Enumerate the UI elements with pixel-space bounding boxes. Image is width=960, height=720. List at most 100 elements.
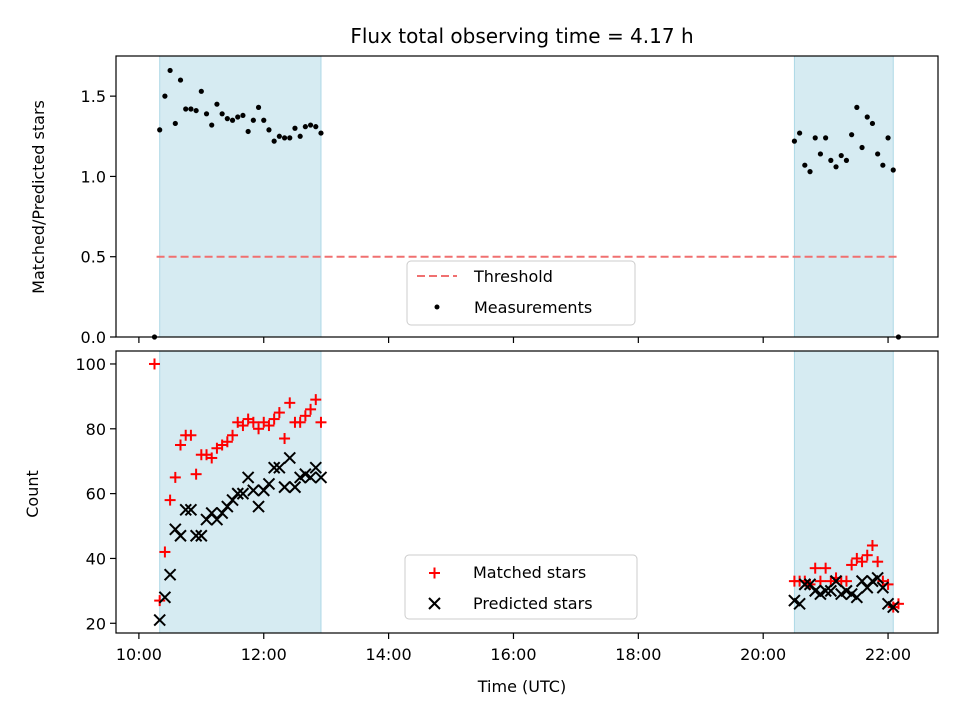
x-stroke <box>179 503 192 517</box>
x-stroke <box>871 571 884 585</box>
bottom-axes-frame <box>115 350 939 634</box>
x-stroke <box>273 461 286 474</box>
top-measurements-point <box>193 107 199 114</box>
bottom-predicted-stars-point <box>819 584 832 598</box>
bottom-predicted-stars-point <box>288 480 302 494</box>
top-measurements-point <box>245 128 251 135</box>
top-measurements-point <box>297 133 303 139</box>
x-tick-label: 20:00 <box>740 645 786 664</box>
top-measurements-point <box>255 104 262 110</box>
bottom-predicted-stars-point <box>184 503 198 517</box>
top-y-tick-label: 1.0 <box>81 167 106 186</box>
top-measurements-point <box>157 127 163 133</box>
top-measurements-point <box>198 88 204 94</box>
x-stroke <box>163 568 177 581</box>
x-stroke <box>829 574 843 588</box>
x-tick-label: 14:00 <box>366 645 412 664</box>
bottom-matched-stars-point <box>154 595 166 607</box>
x-stroke <box>299 467 312 481</box>
bottom-y-tick-label: 60 <box>86 485 106 504</box>
bottom-predicted-stars-point <box>887 600 900 614</box>
x-stroke <box>267 461 281 474</box>
bottom-y-tick-label: 20 <box>86 614 106 633</box>
bottom-predicted-stars-point <box>179 503 192 517</box>
x-tick-label: 16:00 <box>490 645 536 664</box>
bottom-matched-stars-point <box>299 410 311 422</box>
bottom-y-tick-label: 80 <box>86 420 106 439</box>
top-measurements-point <box>869 120 876 127</box>
bottom-predicted-stars-point <box>241 471 255 484</box>
top-measurements-point <box>219 111 225 117</box>
bottom-matched-stars-point <box>221 436 233 448</box>
bottom-matched-stars-point <box>279 433 291 445</box>
bottom-matched-stars-point <box>872 556 884 568</box>
top-measurements-point <box>281 135 288 141</box>
top-measurements-point <box>188 106 194 112</box>
bottom-matched-stars-point <box>814 575 826 587</box>
legend-predicted-label: Predicted stars <box>473 594 593 613</box>
top-measurements-point <box>854 104 860 110</box>
bottom-matched-stars-point <box>159 546 171 558</box>
x-stroke <box>803 578 817 591</box>
x-stroke <box>304 471 317 484</box>
bottom-matched-stars-point <box>185 429 197 441</box>
top-measurements-point <box>203 111 210 117</box>
bottom-panel: 20 40 60 80 100 10:00 12:00 14:00 16:00 18:00 20:0… <box>75 350 939 664</box>
bottom-predicted-stars-point <box>824 584 838 598</box>
bottom-predicted-stars-point <box>252 500 265 513</box>
top-measurements-point <box>812 135 818 141</box>
top-measurements-point <box>807 169 813 175</box>
bottom-matched-stars-point <box>882 578 894 590</box>
bottom-predicted-stars-point <box>231 487 244 500</box>
x-stroke <box>855 574 869 588</box>
x-stroke <box>840 584 853 598</box>
legend-matched-label: Matched stars <box>473 563 586 582</box>
top-measurements-point <box>838 152 844 159</box>
bottom-predicted-stars-point <box>278 480 291 494</box>
x-stroke <box>798 578 812 591</box>
bottom-matched-stars-point <box>169 471 181 483</box>
x-stroke <box>850 591 864 604</box>
x-stroke <box>824 584 838 598</box>
x-stroke <box>158 591 172 604</box>
top-shaded-region-2 <box>794 56 894 337</box>
bottom-matched-stars-point <box>247 416 259 428</box>
top-measurements-point <box>817 151 824 157</box>
top-measurements-point <box>276 133 282 139</box>
bottom-matched-stars-point <box>856 556 868 568</box>
x-stroke <box>247 484 260 497</box>
bottom-predicted-stars-point <box>304 471 317 484</box>
top-measurements-point <box>843 157 850 163</box>
bottom-matched-stars-point <box>253 423 265 435</box>
top-axes-frame <box>115 55 939 338</box>
x-stroke <box>876 581 890 594</box>
bottom-matched-stars-point <box>840 575 852 587</box>
bottom-matched-stars-point <box>866 539 878 551</box>
x-stroke <box>283 451 296 465</box>
bottom-matched-stars-point <box>294 416 306 428</box>
top-measurements-point <box>240 112 246 119</box>
bottom-matched-stars-point <box>268 413 280 425</box>
x-stroke <box>153 613 166 627</box>
top-measurements-point <box>864 114 870 120</box>
bottom-predicted-stars-point <box>153 613 166 627</box>
bottom-matched-stars-point <box>305 403 317 415</box>
x-stroke <box>184 503 198 517</box>
top-shaded-region-1 <box>159 56 321 337</box>
x-tick-label: 12:00 <box>241 645 287 664</box>
x-stroke <box>309 461 322 474</box>
bottom-predicted-stars-point <box>247 484 260 497</box>
x-stroke <box>195 529 208 542</box>
x-stroke <box>809 584 822 598</box>
x-stroke <box>288 480 302 494</box>
bottom-predicted-stars-point <box>793 597 806 611</box>
top-measurements-point <box>162 93 168 99</box>
bottom-legend-box <box>404 554 638 620</box>
top-measurements-point <box>791 138 798 144</box>
x-stroke <box>845 587 858 601</box>
bottom-matched-stars-point <box>273 407 285 419</box>
top-measurements-point <box>287 135 293 141</box>
top-measurements-point <box>167 67 173 74</box>
x-stroke <box>881 597 895 611</box>
top-measurements-point <box>880 162 886 168</box>
